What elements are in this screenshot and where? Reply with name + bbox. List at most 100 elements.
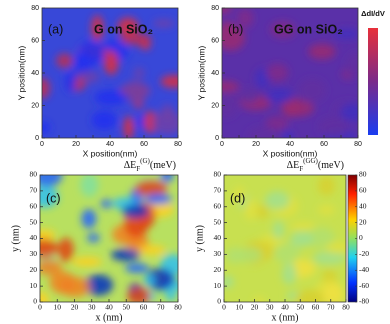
x-tick-label: 60 xyxy=(140,303,148,312)
heatmap-blob xyxy=(40,238,58,258)
panel-title: ΔEF(G)(meV) xyxy=(124,157,176,173)
y-tick-label: 20 xyxy=(30,265,38,274)
colorbar-tick-label: -40 xyxy=(359,265,369,274)
heatmap-blob xyxy=(265,191,290,210)
x-tick-label: 0 xyxy=(222,303,226,312)
heatmap-blob xyxy=(236,8,254,28)
x-axis-label: X position(nm) xyxy=(83,148,138,158)
title-sub: F xyxy=(136,165,140,173)
panel-label: (d) xyxy=(230,191,245,205)
heatmap-blob xyxy=(133,67,145,78)
heatmap-blob xyxy=(265,88,294,104)
heatmap-blob xyxy=(135,179,168,197)
y-tick-label: 50 xyxy=(30,217,38,226)
y-tick-label: 50 xyxy=(214,217,222,226)
x-tick-label: 80 xyxy=(354,141,362,148)
x-tick-label: 80 xyxy=(174,303,182,312)
heatmap-blob xyxy=(58,237,74,262)
heatmap-blob xyxy=(123,115,134,138)
heatmap-blob xyxy=(222,8,233,14)
heatmap-blob xyxy=(238,247,263,263)
colorbar-tick-label: 0 xyxy=(359,233,363,242)
panel-label: (a) xyxy=(48,22,63,36)
heatmap-blob xyxy=(40,229,56,240)
x-tick-label: 20 xyxy=(71,303,79,312)
heatmap-blob xyxy=(64,70,77,93)
heatmap-blob xyxy=(345,52,358,78)
x-tick-label: 0 xyxy=(38,303,42,312)
x-tick-label: 60 xyxy=(140,141,148,148)
heatmap-texture xyxy=(42,14,178,138)
heatmap-blob xyxy=(127,287,151,302)
heatmap-blob xyxy=(42,77,50,99)
heatmap-blob xyxy=(151,111,178,135)
heatmap-blob xyxy=(40,259,62,276)
heatmap-blob xyxy=(317,116,350,138)
heatmap xyxy=(224,175,346,302)
x-tick-label: 40 xyxy=(105,303,113,312)
x-tick-label: 30 xyxy=(266,303,274,312)
y-axis-label: Y position(nm) xyxy=(16,46,26,101)
heatmap-blob xyxy=(254,296,265,302)
heatmap-blob xyxy=(110,248,141,262)
x-tick-label: 20 xyxy=(72,141,80,148)
x-tick-label: 40 xyxy=(106,141,114,148)
y-tick-label: 30 xyxy=(214,249,222,258)
y-tick-label: 60 xyxy=(31,37,39,44)
y-tick-label: 80 xyxy=(30,170,38,179)
y-tick-label: 20 xyxy=(214,265,222,274)
heatmap-blob xyxy=(256,204,269,220)
heatmap-blob xyxy=(81,209,97,229)
heatmap-blob xyxy=(312,251,346,265)
x-tick-label: 0 xyxy=(220,141,224,148)
heatmap-blob xyxy=(222,80,240,93)
heatmap-blob xyxy=(40,175,63,188)
heatmap-blob xyxy=(273,242,301,264)
heatmap-blob xyxy=(290,221,316,231)
colorbar-label: ΔdI/dV xyxy=(361,9,385,18)
heatmap-blob xyxy=(339,102,358,122)
heatmap-blob xyxy=(117,17,139,37)
x-tick-label: 40 xyxy=(286,141,294,148)
heatmap-blob xyxy=(56,53,73,69)
y-tick-label: 20 xyxy=(211,102,219,109)
y-tick-label: 80 xyxy=(214,170,222,179)
x-tick-label: 80 xyxy=(342,303,350,312)
heatmap-blob xyxy=(269,20,296,39)
heatmap-blob xyxy=(222,96,238,118)
title-sup: (G) xyxy=(140,157,150,165)
heatmap-blob xyxy=(138,244,167,256)
y-tick-label: 70 xyxy=(30,186,38,195)
x-axis-label: X position(nm) xyxy=(263,148,318,158)
heatmap-blob xyxy=(233,186,245,203)
panel-label: (c) xyxy=(46,191,61,205)
heatmap-blob xyxy=(266,63,289,82)
y-tick-label: 60 xyxy=(214,201,222,210)
colorbar-tick-label: 20 xyxy=(359,217,367,226)
x-tick-label: 20 xyxy=(252,141,260,148)
heatmap-blob xyxy=(100,199,113,209)
heatmap-blob xyxy=(160,175,174,183)
heatmap-blob xyxy=(317,204,336,215)
x-tick-label: 20 xyxy=(251,303,259,312)
heatmap-blob xyxy=(265,116,289,131)
colorbar-tick-label: 40 xyxy=(359,201,367,210)
heatmap-blob xyxy=(281,262,297,285)
colorbar-tick-label: -60 xyxy=(359,281,369,290)
heatmap-blob xyxy=(71,256,103,267)
heatmap-blob xyxy=(295,289,326,302)
heatmap-blob xyxy=(289,231,314,247)
y-tick-label: 10 xyxy=(30,281,38,290)
heatmap-blob xyxy=(91,110,117,130)
y-tick-label: 70 xyxy=(214,186,222,195)
y-tick-label: 10 xyxy=(214,281,222,290)
x-tick-label: 60 xyxy=(320,141,328,148)
y-axis-label: Y position(nm) xyxy=(196,46,206,101)
heatmap-texture xyxy=(222,8,358,138)
heatmap-blob xyxy=(222,25,246,51)
y-tick-label: 40 xyxy=(30,233,38,242)
title-main: ΔE xyxy=(124,160,137,171)
heatmap-blob xyxy=(78,40,105,66)
heatmap-blob xyxy=(84,274,114,296)
heatmap-blob xyxy=(317,176,336,196)
